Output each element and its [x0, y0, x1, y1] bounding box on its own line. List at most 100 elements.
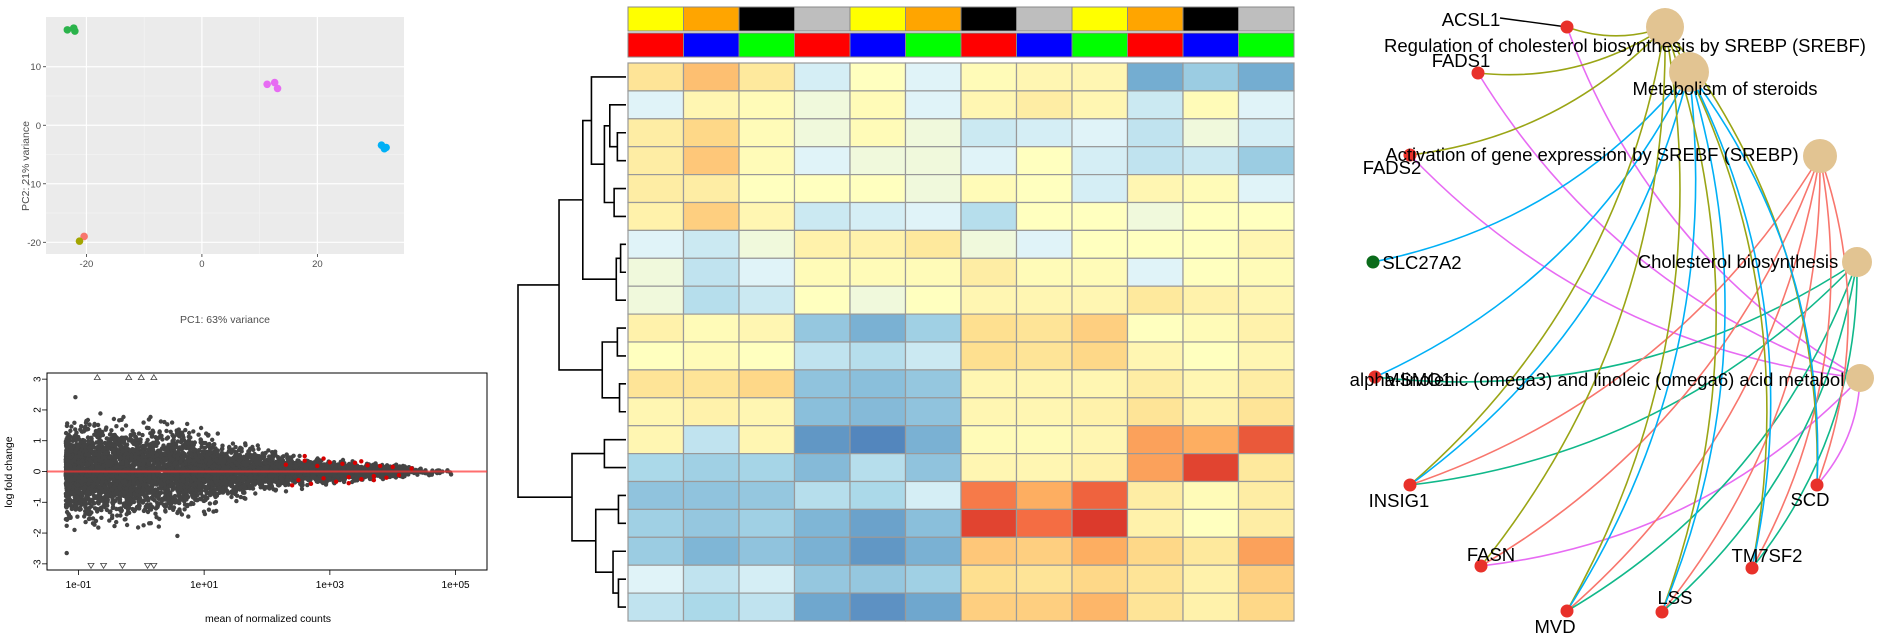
pca-point: [382, 143, 390, 152]
ma-point: [253, 491, 258, 496]
ma-point: [204, 491, 209, 496]
pca-plot-background: [46, 17, 404, 254]
ma-point: [72, 527, 77, 533]
ma-point: [120, 427, 125, 432]
ma-point: [296, 458, 301, 463]
ma-point: [207, 501, 213, 506]
ma-point: [206, 432, 211, 438]
ma-point: [104, 507, 110, 513]
ma-point: [162, 504, 168, 509]
pca-point: [63, 26, 72, 34]
ma-point: [367, 476, 373, 482]
ma-point: [121, 414, 126, 420]
ma-point: [124, 512, 129, 517]
ma-point: [109, 515, 115, 521]
ma-point: [132, 491, 137, 497]
ma-point: [108, 509, 113, 514]
ma-point: [156, 495, 161, 501]
ma-point: [114, 424, 119, 429]
ma-point: [305, 482, 310, 488]
ma-point: [73, 427, 78, 432]
ma-point: [148, 507, 154, 512]
ma-point: [256, 446, 261, 452]
ma-point: [144, 450, 149, 456]
ma-point: [138, 437, 143, 442]
ma-point: [262, 452, 267, 457]
ma-point: [153, 511, 158, 516]
pca-points: [63, 24, 390, 245]
ma-point: [123, 423, 129, 428]
ma-point: [115, 513, 120, 518]
ma-point: [112, 523, 117, 529]
ma-point: [68, 428, 73, 433]
ma-point: [299, 483, 304, 489]
ma-point: [96, 525, 101, 530]
ma-point: [157, 430, 162, 435]
pca-y-tick-label: -20: [27, 238, 41, 249]
ma-point: [189, 500, 194, 506]
ma-point: [233, 449, 238, 454]
pca-x-tick-label: 0: [199, 259, 204, 270]
ma-point: [124, 522, 130, 528]
ma-point: [103, 427, 108, 432]
ma-point: [266, 448, 271, 453]
ma-point: [109, 428, 114, 433]
ma-point: [297, 453, 302, 459]
ma-point: [131, 497, 137, 502]
ma-point: [111, 416, 117, 422]
ma-point: [73, 395, 78, 400]
pca-point: [75, 237, 84, 245]
ma-point: [243, 496, 248, 501]
ma-point: [133, 460, 138, 465]
ma-point: [186, 514, 191, 519]
ma-point: [179, 512, 185, 517]
ma-point: [187, 430, 192, 436]
ma-point: [75, 514, 80, 519]
ma-point: [229, 490, 235, 496]
pca-point: [71, 27, 79, 35]
ma-point: [169, 420, 175, 425]
ma-point: [64, 550, 69, 556]
ma-point: [65, 421, 70, 426]
ma-point: [93, 518, 99, 524]
ma-point: [110, 501, 116, 507]
ma-point: [187, 487, 192, 493]
ma-point: [251, 447, 256, 452]
ma-point: [136, 431, 142, 436]
ma-point: [156, 524, 161, 529]
ma-point: [141, 523, 146, 528]
ma-point: [95, 422, 101, 428]
ma-point: [198, 425, 204, 431]
ma-point: [210, 437, 215, 442]
ma-point: [186, 445, 191, 450]
ma-point: [234, 498, 239, 504]
ma-point: [168, 492, 173, 497]
pca-y-tick-label: 10: [30, 62, 41, 73]
ma-point: [79, 424, 84, 429]
pca-y-tick-label: 0: [36, 121, 41, 132]
ma-point: [183, 454, 189, 459]
ma-point: [122, 454, 127, 460]
ma-point: [233, 444, 238, 450]
ma-point: [260, 480, 265, 486]
ma-point: [191, 429, 196, 434]
pca-y-axis-label: PC2: 21% variance: [20, 121, 32, 211]
ma-point: [79, 440, 84, 445]
ma-point: [283, 489, 289, 494]
ma-point: [255, 443, 260, 448]
ma-point: [175, 533, 180, 539]
ma-point: [158, 490, 164, 495]
ma-point: [89, 510, 94, 515]
ma-point: [83, 519, 88, 525]
pca-y-tick-label: -10: [27, 179, 41, 190]
ma-point: [107, 518, 112, 523]
ma-point: [73, 432, 78, 438]
ma-point: [349, 479, 355, 485]
ma-point: [250, 486, 256, 491]
ma-point: [84, 418, 89, 424]
ma-point: [94, 488, 99, 493]
ma-point: [123, 517, 128, 522]
ma-point: [175, 510, 180, 516]
